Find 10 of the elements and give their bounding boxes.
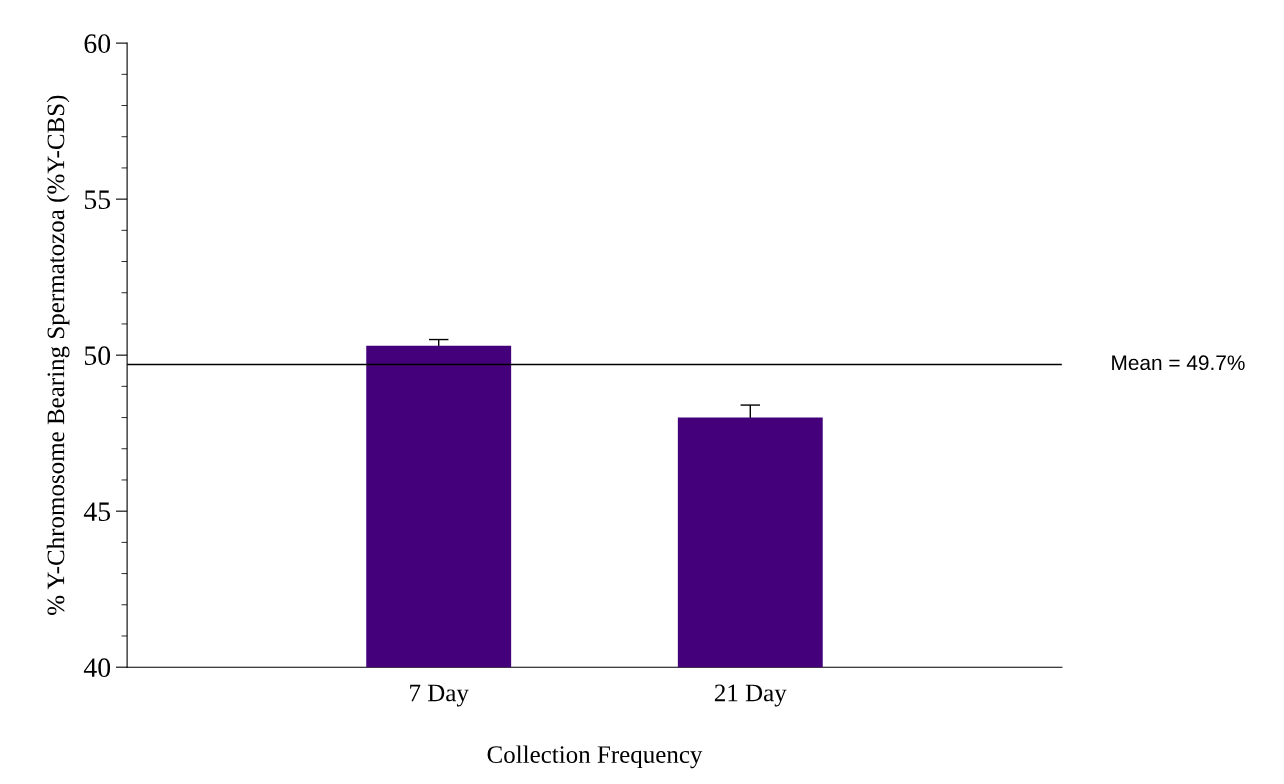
y-tick-label: 45 xyxy=(83,502,111,522)
ref-line-label: Mean = 49.7% xyxy=(1112,355,1245,371)
y-tick-label: 50 xyxy=(84,346,111,366)
x-axis-title: Collection Frequency xyxy=(487,745,703,769)
y-tick-label: 40 xyxy=(83,658,111,678)
x-tick-label: 7 Day xyxy=(410,684,469,707)
y-tick-label: 55 xyxy=(84,190,111,210)
y-axis-title: % Y-Chromosome Bearing Spermatozoa (%Y-CBS) xyxy=(46,95,70,615)
y-tick-label: 60 xyxy=(84,34,111,54)
x-tick-label: 21 Day xyxy=(714,684,787,707)
